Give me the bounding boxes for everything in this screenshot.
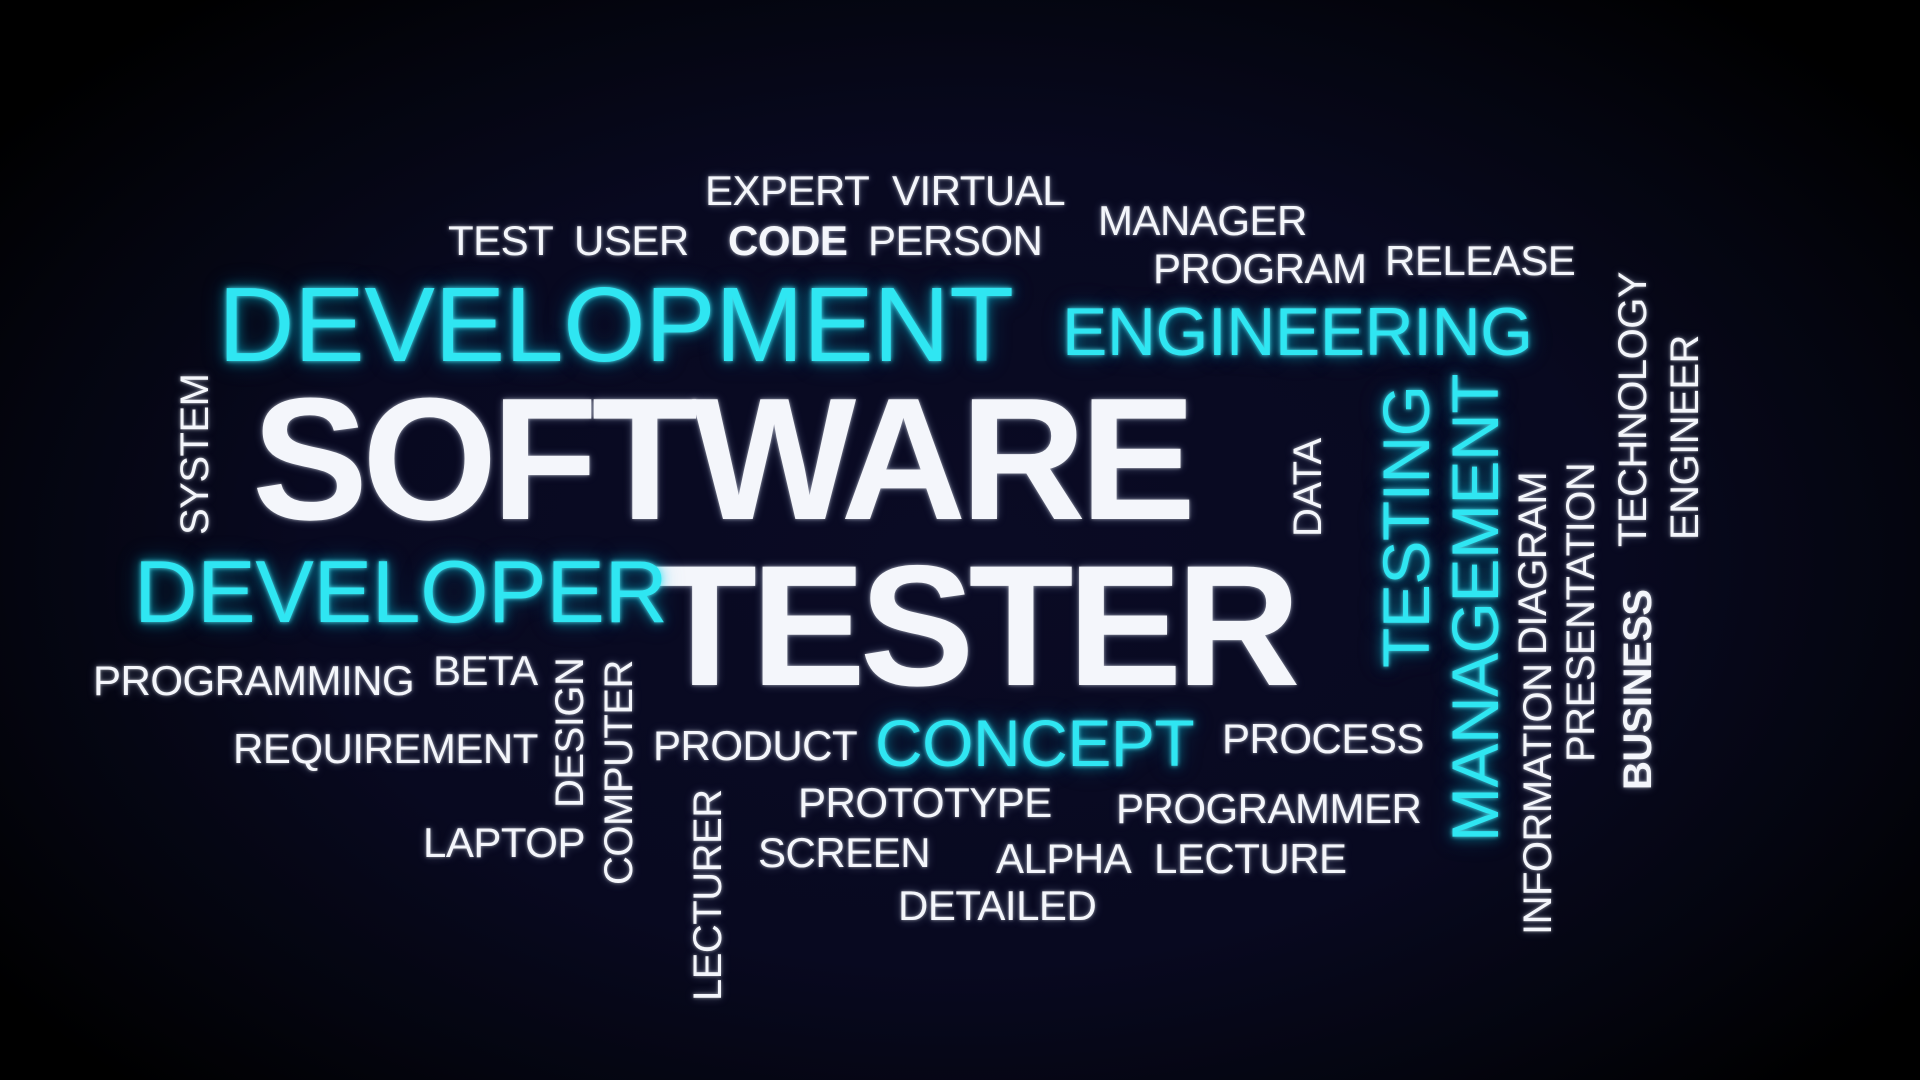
word-testing: TESTING [1369,385,1443,668]
word-concept: CONCEPT [875,706,1195,780]
word-management: MANAGEMENT [1438,373,1512,842]
word-alpha: ALPHA [996,835,1132,882]
word-person: PERSON [868,217,1043,264]
word-data: DATA [1286,438,1330,537]
word-information: INFORMATION [1516,663,1560,935]
word-beta: BETA [433,647,538,694]
word-prototype: PROTOTYPE [798,779,1052,826]
word-development: DEVELOPMENT [218,266,1014,384]
word-engineering: ENGINEERING [1062,294,1533,370]
word-programmer: PROGRAMMER [1116,785,1422,832]
word-program: PROGRAM [1153,245,1367,292]
word-computer: COMPUTER [597,660,641,885]
word-expert: EXPERT [705,167,870,214]
word-lecture: LECTURE [1154,835,1347,882]
word-release: RELEASE [1385,237,1576,284]
word-test: TEST [448,217,554,264]
word-lecturer: LECTURER [686,789,730,1001]
word-presentation: PRESENTATION [1559,462,1603,762]
word-technology: TECHNOLOGY [1611,271,1655,547]
word-software: SOFTWARE [252,361,1196,556]
word-screen: SCREEN [758,829,931,876]
word-diagram: DIAGRAM [1511,471,1555,655]
word-requirement: REQUIREMENT [233,725,538,772]
word-programming: PROGRAMMING [93,657,415,704]
word-manager: MANAGER [1098,197,1307,244]
word-developer: DEVELOPER [134,542,668,641]
word-product: PRODUCT [653,722,858,769]
word-process: PROCESS [1222,715,1424,762]
word-detailed: DETAILED [898,882,1097,929]
word-laptop: LAPTOP [423,819,585,866]
word-code: CODE [728,217,848,264]
word-virtual: VIRTUAL [892,167,1066,214]
word-system: SYSTEM [173,373,217,535]
word-design: DESIGN [548,657,592,808]
word-engineer: ENGINEER [1663,335,1707,540]
word-business: BUSINESS [1616,589,1660,791]
word-tester: TESTER [652,530,1301,722]
word-user: USER [574,217,689,264]
